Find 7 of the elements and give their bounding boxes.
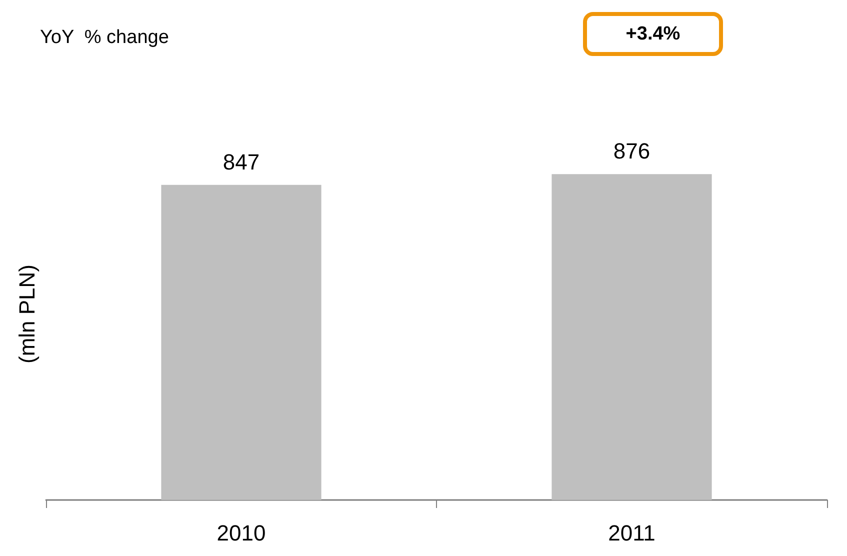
data-label: 847	[222, 149, 260, 174]
text: +3.4%	[626, 24, 680, 44]
x-tick-label: 2011	[608, 520, 656, 546]
y-axis-title: (mln PLN)	[14, 264, 40, 364]
x-tick-label: 2010	[216, 520, 266, 546]
data-label: 876	[613, 138, 650, 164]
text: YoY % change	[40, 27, 169, 48]
